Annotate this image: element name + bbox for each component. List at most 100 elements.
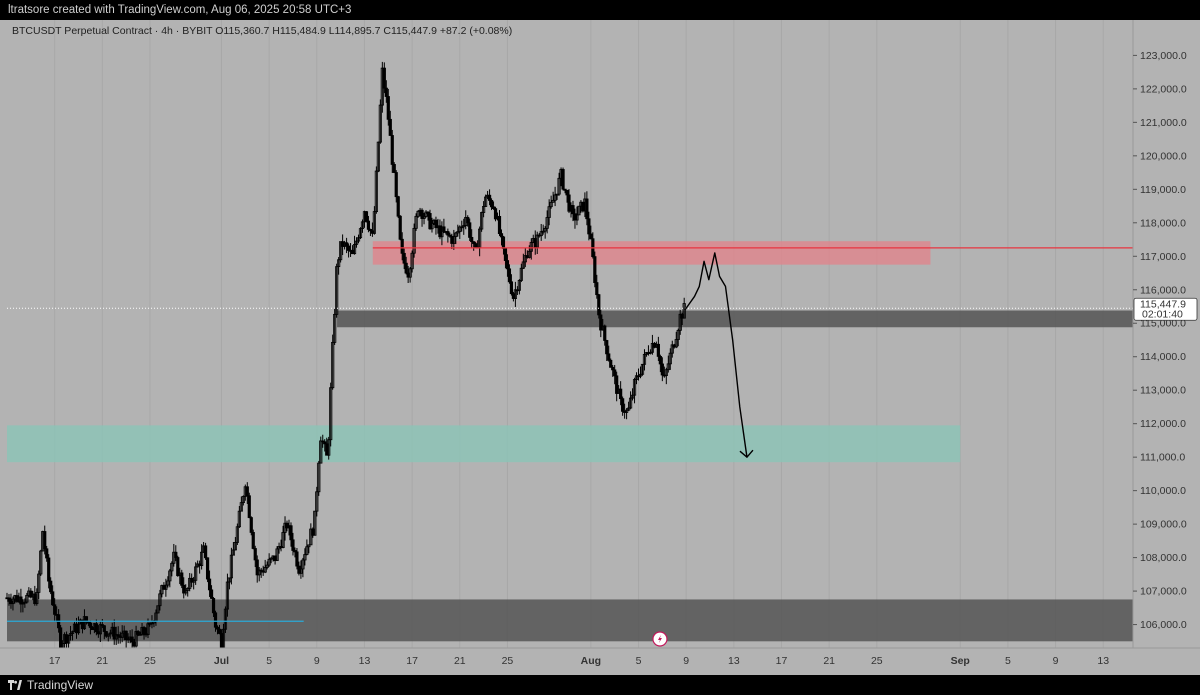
candle-body [497,215,502,234]
time-tick-label: 21 [96,655,108,667]
time-tick-label: Aug [581,655,601,667]
candle-body [80,619,85,630]
countdown-label: 02:01:40 [1142,309,1183,321]
candle-body [299,568,303,574]
candle-body [388,118,392,136]
candle-body [370,230,375,234]
candle-body [454,232,458,238]
candle-body [374,170,378,213]
candle-body [394,172,398,198]
candle-body [656,343,660,357]
candle-body [354,240,359,245]
price-tick-label: 111,000.0 [1140,452,1185,464]
candle-body [317,462,321,493]
chart-panel[interactable]: 106,000.0 107,000.0 108,000.0 109,000.0 110,… [0,20,1200,675]
time-tick-label: 25 [871,655,883,667]
candle-body [7,597,11,602]
time-tick-label: 9 [683,655,689,667]
candle-body [88,622,93,628]
candle-body [198,563,202,566]
candle-body [682,303,686,319]
candle-body [511,293,516,299]
candle-body [150,622,154,625]
candle-body [621,398,625,412]
chart-canvas[interactable]: 106,000.0 107,000.0 108,000.0 109,000.0 110,… [0,20,1200,675]
candle-body [402,252,406,264]
price-tick-label: 107,000.0 [1140,586,1187,598]
time-tick-label: 13 [1097,655,1109,667]
candle-body [335,266,339,315]
top-bar: ltratsore created with TradingView.com, … [0,0,1200,20]
candle-body [176,557,180,577]
time-tick-label: 13 [728,655,740,667]
candle-body [533,238,537,248]
candle-body [45,548,49,559]
candle-body [333,313,337,343]
candle-body [182,584,186,594]
candle-body [305,546,309,555]
candle-body [162,585,166,590]
candle-body [289,525,293,541]
candle-body [325,443,329,456]
candle-body [102,625,106,632]
candle-body [648,351,653,354]
candle-body [341,241,345,247]
candle-body [146,623,150,636]
candle-body [33,593,37,605]
candle-body [323,441,327,445]
candle-body [35,592,39,605]
candle-body [158,593,162,607]
candle-body [352,244,357,255]
candle-body [547,206,551,218]
candle-body [491,206,496,210]
candle-body [297,565,301,574]
candle-body [337,259,341,268]
candle-body [384,87,388,97]
candle-body [186,588,190,591]
candle-body [49,580,53,593]
candle-body [446,231,450,236]
candle-body [450,235,454,244]
candle-body [19,596,23,605]
candle-body [98,624,102,635]
candle-body [231,549,235,556]
candle-body [482,206,486,213]
candle-body [680,313,684,319]
candle-body [194,566,198,581]
candle-body [319,440,323,464]
candle-body [275,548,279,562]
candle-body [120,632,124,638]
candle-body [126,638,130,641]
candle-body [112,626,116,640]
price-tick-label: 115,000.0 [1140,318,1186,330]
candle-body [241,496,245,504]
candle-body [434,219,438,229]
candle-body [205,557,210,580]
time-tick-label: 21 [454,655,466,667]
candle-body [366,220,371,230]
time-tick-label: Sep [951,655,970,667]
candle-body [350,249,355,255]
candle-body [396,196,400,217]
candle-body [170,562,174,572]
candle-body [595,282,599,296]
price-tick-label: 117,000.0 [1140,251,1186,263]
candle-body [227,577,232,583]
candle-body [51,591,55,606]
candle-body [599,314,603,331]
candle-body [632,379,637,396]
candle-body [521,261,525,269]
price-tick-label: 109,000.0 [1140,519,1187,531]
candle-body [64,634,69,644]
candle-body [116,634,120,637]
tradingview-logo-icon [8,680,22,690]
candle-body [386,96,390,120]
support-zone [7,425,961,463]
candle-body [624,409,629,413]
time-tick-label: 25 [502,655,514,667]
candle-body [474,243,478,248]
candle-body [188,577,192,589]
candle-body [255,559,259,576]
candle-body [398,215,402,240]
candle-body [529,242,533,252]
